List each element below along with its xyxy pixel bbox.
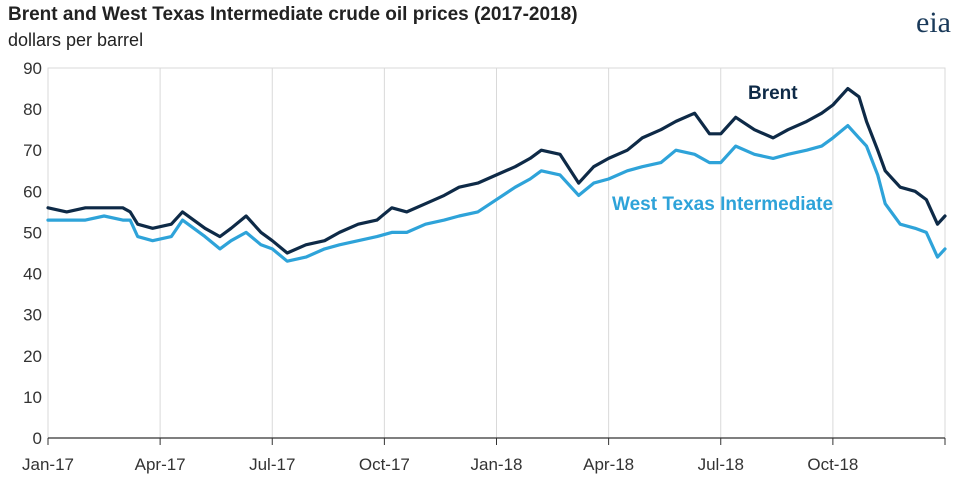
y-axis-unit-label: dollars per barrel: [8, 30, 144, 50]
eia-logo: eia: [916, 6, 951, 39]
chart-series: [46, 86, 947, 263]
x-tick-label: Jan-17: [22, 455, 74, 474]
y-tick-label: 90: [23, 59, 42, 78]
y-tick-label: 20: [23, 347, 42, 366]
y-tick-label: 40: [23, 265, 42, 284]
x-tick-label: Jan-18: [471, 455, 523, 474]
series-label-brent: Brent: [748, 83, 798, 104]
y-tick-label: 70: [23, 141, 42, 160]
series-line-brent: [46, 86, 947, 255]
chart-series-labels: Brent West Texas Intermediate: [612, 83, 833, 215]
x-tick-label: Oct-17: [359, 455, 410, 474]
y-tick-label: 80: [23, 100, 42, 119]
y-tick-label: 30: [23, 306, 42, 325]
x-tick-label: Jul-18: [698, 455, 744, 474]
series-line-wti: [46, 123, 947, 263]
chart-title: Brent and West Texas Intermediate crude …: [8, 4, 578, 25]
y-tick-label: 10: [23, 388, 42, 407]
x-tick-label: Jul-17: [249, 455, 295, 474]
x-tick-label: Apr-18: [583, 455, 634, 474]
y-tick-label: 0: [33, 429, 42, 448]
x-tick-label: Oct-18: [807, 455, 858, 474]
x-tick-label: Apr-17: [135, 455, 186, 474]
chart-axes: 0 10 20 30 40 50 60 70 80 90 Jan-17 Apr-17 Jul-17 Oct…: [22, 59, 946, 474]
chart-grid: [47, 67, 946, 439]
y-tick-label: 50: [23, 223, 42, 242]
series-label-wti: West Texas Intermediate: [612, 194, 833, 215]
y-tick-label: 60: [23, 182, 42, 201]
